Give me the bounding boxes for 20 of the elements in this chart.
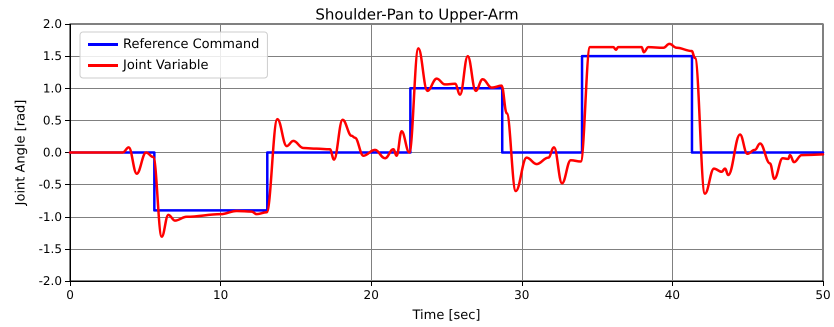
legend-label: Joint Variable [122, 58, 209, 73]
x-tick-label: 20 [364, 288, 379, 302]
y-tick-label: 2.0 [42, 17, 62, 31]
y-tick-label: -0.5 [38, 178, 62, 192]
y-tick-label: 1.5 [42, 49, 62, 64]
y-tick-label: 1.0 [42, 81, 62, 96]
x-axis-title: Time [sec] [411, 308, 481, 323]
y-tick-label: -1.5 [38, 242, 62, 256]
x-tick-label: 50 [815, 288, 831, 302]
y-tick-label: -1.0 [38, 210, 62, 224]
chart-title: Shoulder-Pan to Upper-Arm [315, 6, 519, 24]
x-tick-label: 40 [664, 288, 680, 302]
legend-label: Reference Command [123, 37, 260, 52]
x-tick-label: 30 [514, 288, 530, 302]
x-tick-label: 0 [66, 288, 74, 302]
y-axis-title: Joint Angle [rad] [14, 100, 29, 206]
y-tick-label: 0.5 [42, 113, 62, 128]
x-tick-label: 10 [212, 288, 228, 302]
y-tick-label: 0.0 [42, 146, 62, 160]
y-tick-label: -2.0 [38, 274, 62, 288]
